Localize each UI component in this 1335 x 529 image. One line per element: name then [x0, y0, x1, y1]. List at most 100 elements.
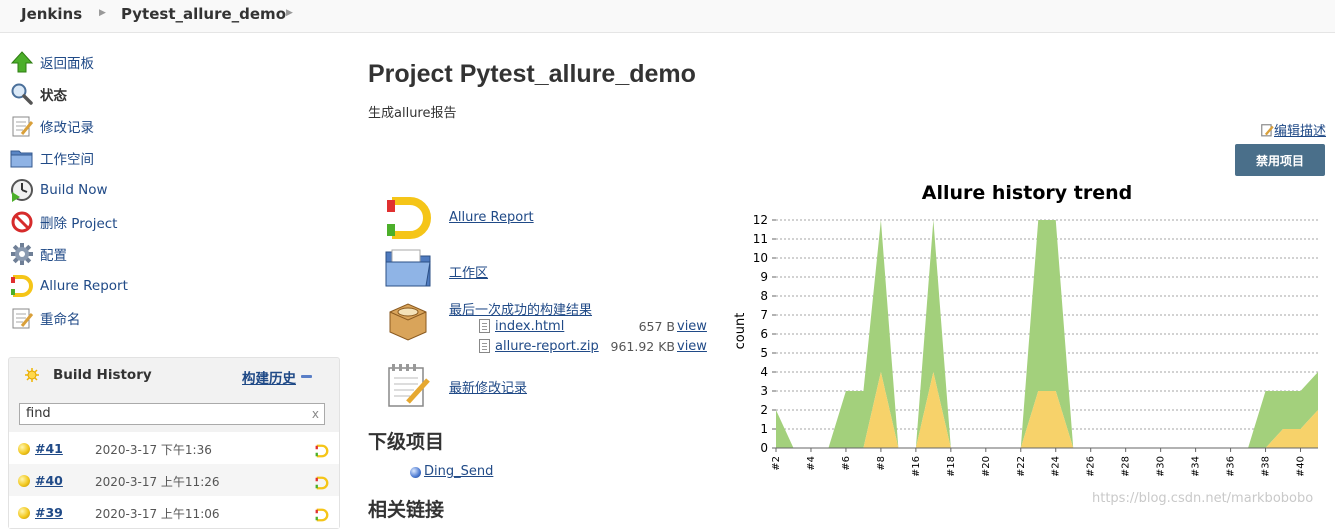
- edit-description-link[interactable]: 编辑描述: [1260, 120, 1326, 139]
- artifact-size: 961.92 KB: [610, 339, 675, 354]
- breadcrumb-project[interactable]: Pytest_allure_demo: [121, 5, 286, 23]
- allure-report-link[interactable]: Allure Report: [449, 210, 534, 225]
- edit-description-label[interactable]: 编辑描述: [1274, 124, 1327, 139]
- clear-search-icon[interactable]: x: [311, 407, 319, 421]
- sun-icon: [25, 368, 39, 382]
- y-tick-label: 5: [760, 346, 768, 360]
- sidebar-item-workspace[interactable]: 工作空间: [10, 146, 94, 170]
- allure-icon[interactable]: [384, 196, 432, 240]
- sidebar-item-back-to-dashboard[interactable]: 返回面板: [10, 50, 94, 74]
- sidebar-item-label: 修改记录: [40, 120, 94, 136]
- file-icon: [479, 319, 490, 333]
- status-ball-icon: [410, 467, 421, 478]
- x-tick-label: #26: [1086, 456, 1097, 476]
- build-number-link[interactable]: #39: [35, 505, 63, 520]
- y-tick-label: 6: [760, 327, 768, 341]
- breadcrumb-jenkins[interactable]: Jenkins: [21, 5, 83, 23]
- related-links-heading: 相关链接: [368, 499, 445, 521]
- y-tick-label: 11: [753, 232, 768, 246]
- x-tick-label: #4: [806, 456, 817, 471]
- y-tick-label: 4: [760, 365, 768, 379]
- y-tick-label: 2: [760, 403, 768, 417]
- build-status-ball-icon: [18, 443, 30, 455]
- sidebar-item-rename[interactable]: 重命名: [10, 306, 81, 330]
- build-date: 2020-3-17 上午11:06: [95, 507, 220, 521]
- workspace-link[interactable]: 工作区: [449, 266, 489, 281]
- notepad-icon: [10, 306, 34, 330]
- build-history-panel: Build History 构建历史 find x #41 2020-3-17 …: [8, 357, 340, 529]
- allure-icon[interactable]: [315, 444, 329, 458]
- project-description: 生成allure报告: [368, 106, 457, 121]
- sidebar-item-changes[interactable]: 修改记录: [10, 114, 94, 138]
- passed-area-series: [776, 220, 1318, 448]
- x-tick-label: #20: [981, 456, 992, 476]
- build-date: 2020-3-17 上午11:26: [95, 475, 220, 489]
- sidebar-item-label: Build Now: [40, 182, 108, 198]
- up-arrow-icon: [10, 50, 34, 74]
- y-tick-label: 0: [760, 441, 768, 455]
- package-icon[interactable]: [384, 298, 432, 342]
- sidebar-item-label: 配置: [40, 248, 67, 264]
- sidebar-item-label: 删除 Project: [40, 216, 118, 232]
- chart-y-axis-label: count: [733, 313, 748, 350]
- x-tick-label: #16: [911, 456, 922, 476]
- downstream-project-link[interactable]: Ding_Send: [424, 464, 494, 479]
- edit-icon: [1261, 123, 1274, 136]
- artifact-link[interactable]: allure-report.zip: [495, 339, 599, 354]
- breadcrumb-separator-icon[interactable]: ▶: [99, 8, 106, 18]
- sidebar-item-status[interactable]: 状态: [10, 82, 67, 106]
- disable-project-button[interactable]: 禁用项目: [1235, 144, 1325, 176]
- y-tick-label: 1: [760, 422, 768, 436]
- build-row[interactable]: #41 2020-3-17 下午1:36: [9, 432, 339, 464]
- build-search-input[interactable]: find x: [19, 403, 325, 425]
- y-tick-label: 9: [760, 270, 768, 284]
- build-row[interactable]: #40 2020-3-17 上午11:26: [9, 464, 339, 496]
- build-status-ball-icon: [18, 507, 30, 519]
- x-tick-label: #40: [1296, 456, 1307, 476]
- collapse-icon[interactable]: [301, 375, 312, 378]
- sidebar-item-allure-report[interactable]: Allure Report: [10, 274, 128, 298]
- sidebar-item-label: 工作空间: [40, 152, 94, 168]
- latest-changes-link[interactable]: 最新修改记录: [449, 381, 528, 396]
- search-icon: [10, 82, 34, 106]
- y-tick-label: 10: [753, 251, 768, 265]
- breadcrumb-separator-icon[interactable]: ▶: [286, 8, 293, 18]
- sidebar-item-delete-project[interactable]: 删除 Project: [10, 210, 117, 234]
- y-tick-label: 7: [760, 308, 768, 322]
- build-status-ball-icon: [18, 475, 30, 487]
- x-tick-label: #38: [1261, 456, 1272, 476]
- allure-icon[interactable]: [315, 476, 329, 490]
- build-history-trend-link[interactable]: 构建历史: [242, 371, 296, 387]
- x-tick-label: #30: [1156, 456, 1167, 476]
- clock-icon: [10, 178, 34, 202]
- sidebar-item-build-now[interactable]: Build Now: [10, 178, 108, 202]
- sidebar-item-configure[interactable]: 配置: [10, 242, 67, 266]
- x-tick-label: #8: [876, 456, 887, 471]
- build-search-value: find: [26, 406, 51, 421]
- page-title: Project Pytest_allure_demo: [368, 60, 696, 88]
- build-date: 2020-3-17 下午1:36: [95, 443, 212, 457]
- build-row[interactable]: #39 2020-3-17 上午11:06: [9, 496, 339, 528]
- breadcrumb: Jenkins ▶ Pytest_allure_demo ▶: [0, 0, 1335, 33]
- chart-title: Allure history trend: [922, 182, 1132, 204]
- notepad-icon[interactable]: [384, 362, 432, 408]
- folder-icon[interactable]: [384, 246, 432, 290]
- artifact-view-link[interactable]: view: [677, 319, 707, 334]
- artifact-link[interactable]: index.html: [495, 319, 565, 334]
- allure-icon[interactable]: [315, 508, 329, 522]
- watermark: https://blog.csdn.net/markbobobo: [1092, 491, 1314, 506]
- build-number-link[interactable]: #41: [35, 441, 63, 456]
- allure-icon: [10, 274, 34, 298]
- x-tick-label: #6: [841, 456, 852, 471]
- artifact-view-link[interactable]: view: [677, 339, 707, 354]
- x-tick-label: #36: [1226, 456, 1237, 476]
- x-tick-label: #34: [1191, 456, 1202, 476]
- sidebar-item-label: 重命名: [40, 312, 81, 328]
- build-number-link[interactable]: #40: [35, 473, 63, 488]
- build-history-title: Build History: [53, 367, 152, 383]
- last-successful-artifacts-link[interactable]: 最后一次成功的构建结果: [449, 303, 593, 318]
- x-tick-label: #2: [771, 456, 782, 471]
- failed-area-series: [776, 372, 1318, 448]
- y-tick-label: 8: [760, 289, 768, 303]
- x-tick-label: #28: [1121, 456, 1132, 476]
